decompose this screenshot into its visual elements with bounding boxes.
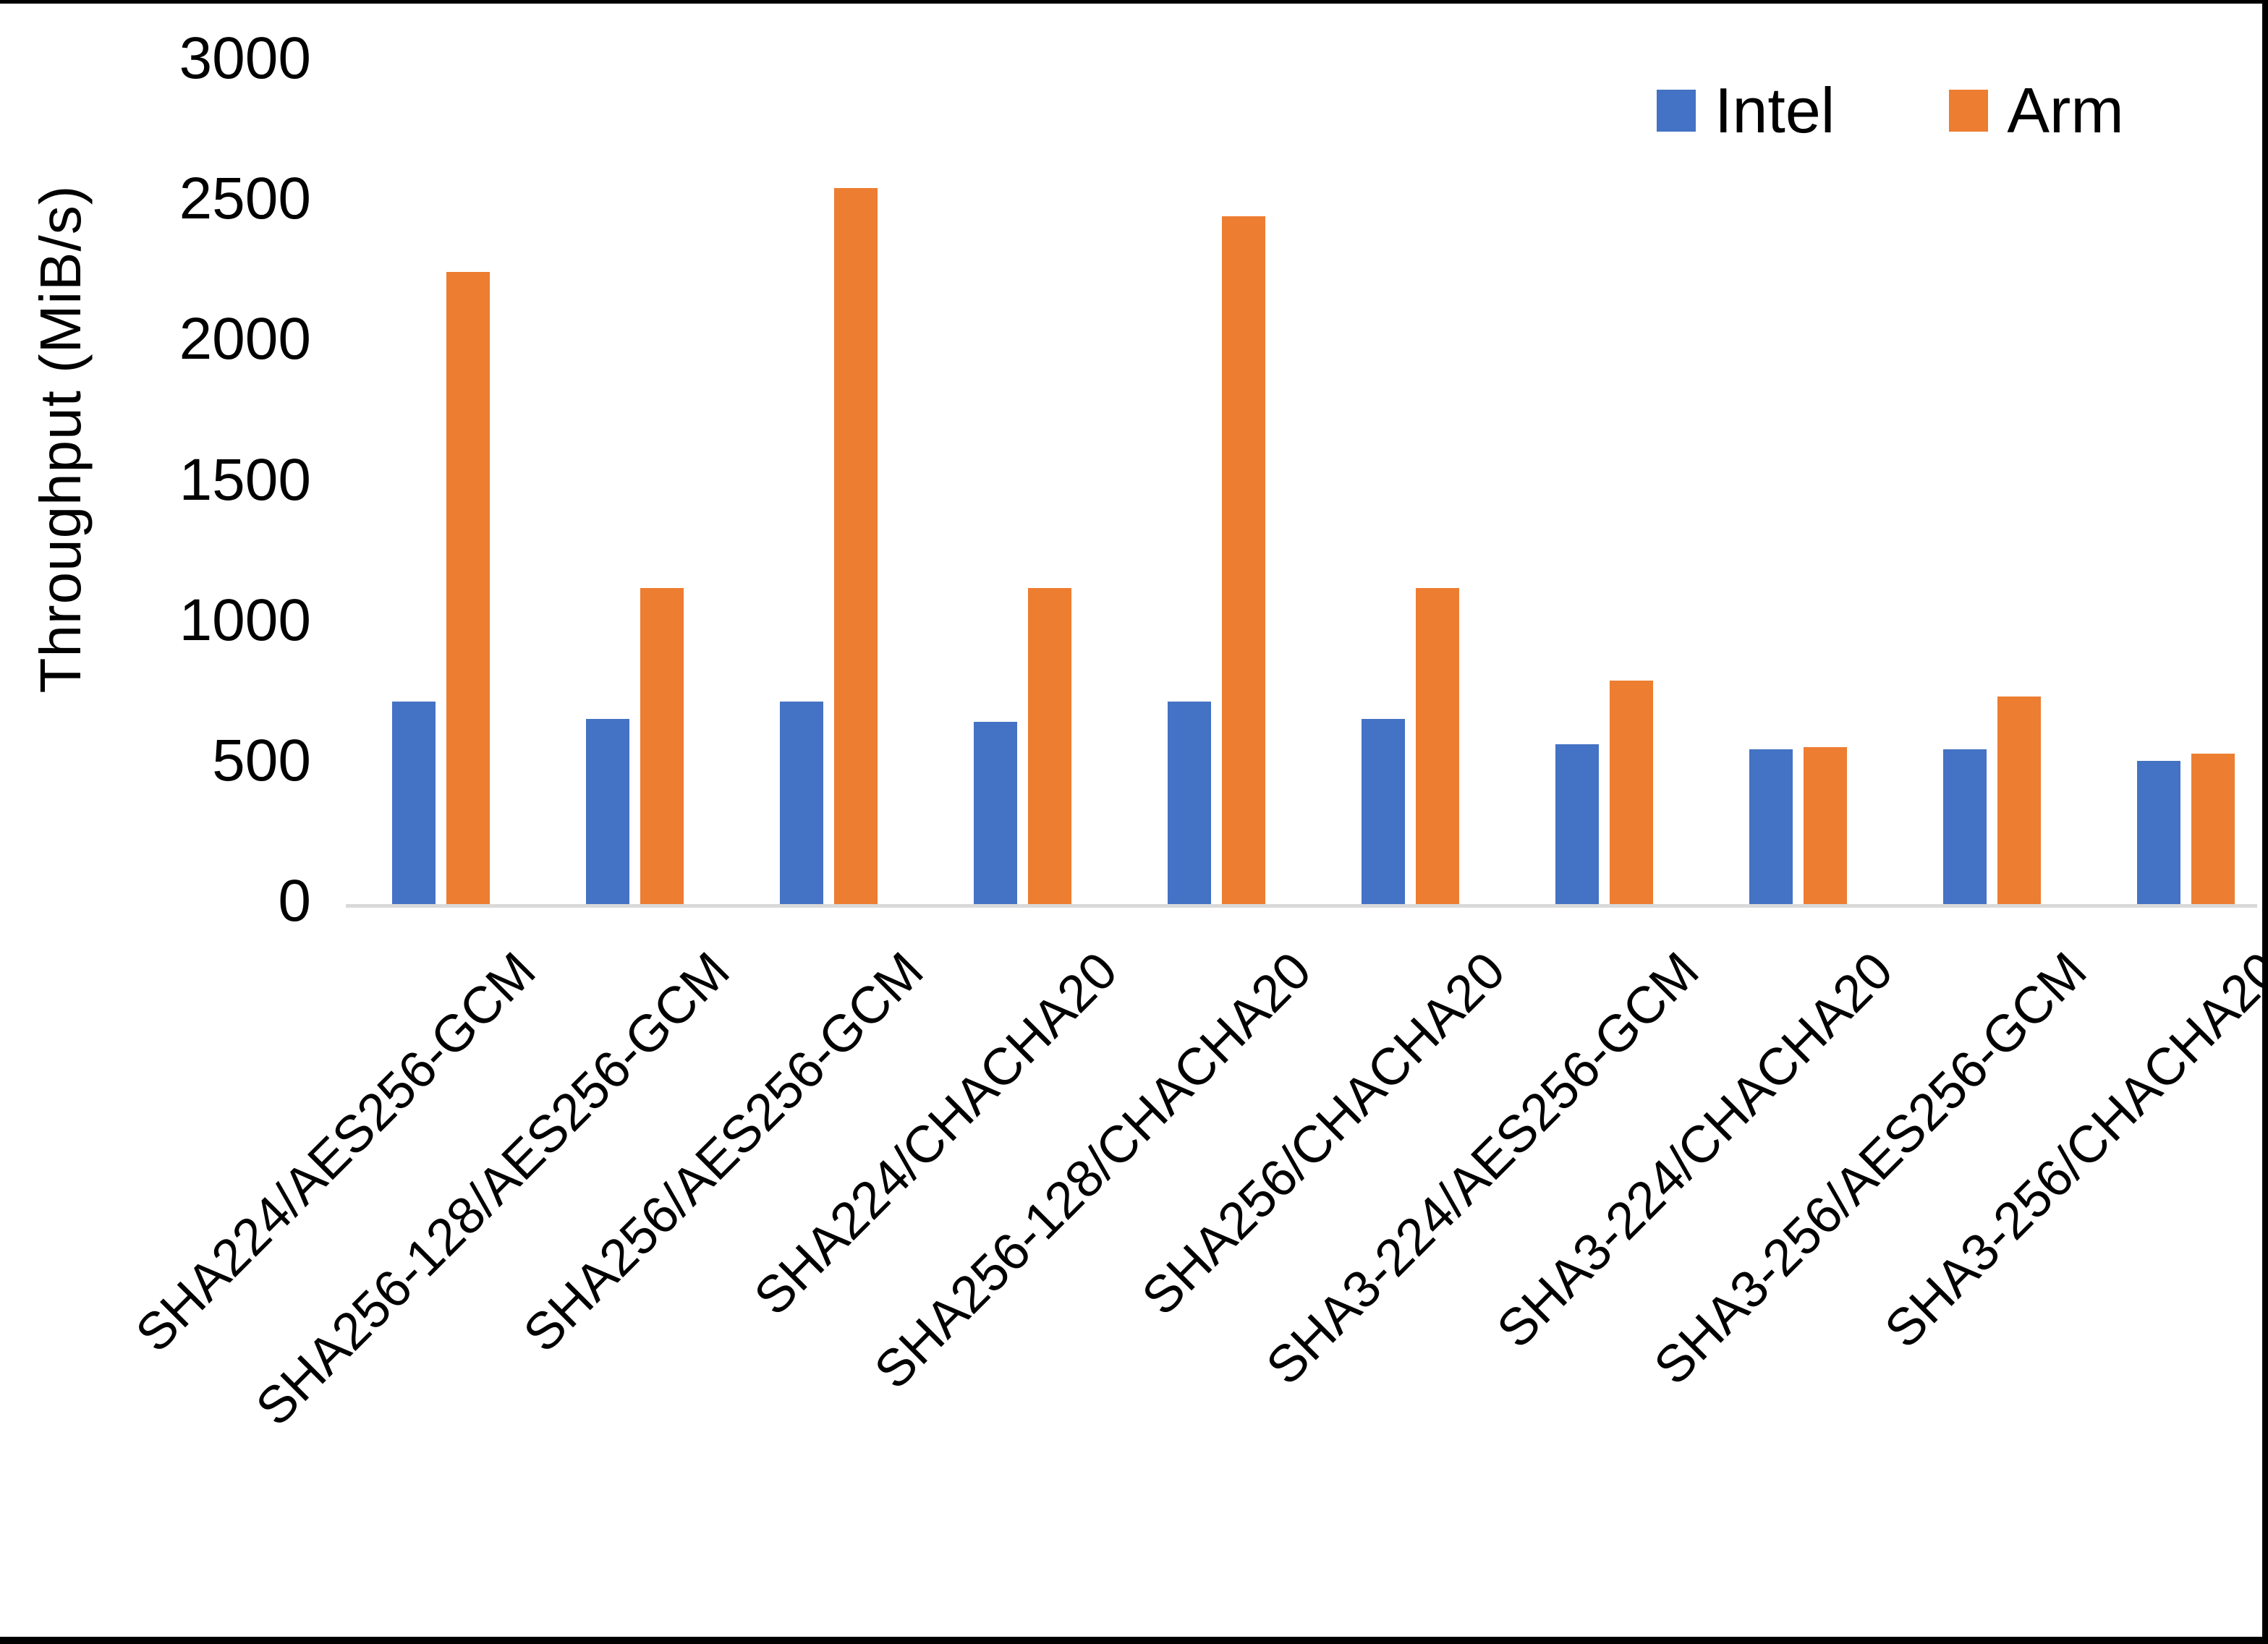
legend-label-arm: Arm (2007, 74, 2124, 146)
bar-intel-SHA224/AES256-GCM (392, 702, 436, 904)
bar-intel-SHA256-128/CHACHA20 (1168, 702, 1211, 904)
x-category-label-SHA256/AES256-GCM: SHA256/AES256-GCM (512, 941, 935, 1363)
bar-arm-SHA256/AES256-GCM (834, 187, 878, 904)
bar-arm-SHA256-128/CHACHA20 (1222, 216, 1265, 904)
y-tick-label-3000: 3000 (179, 25, 311, 92)
bar-intel-SHA256/AES256-GCM (780, 702, 823, 904)
bar-intel-SHA3-224/CHACHA20 (1749, 749, 1793, 904)
bar-arm-SHA224/CHACHA20 (1028, 588, 1071, 904)
legend-swatch-arm (1949, 90, 1989, 132)
y-axis-title: Throughput (MiB/s) (28, 184, 93, 694)
bar-arm-SHA224/AES256-GCM (446, 272, 490, 904)
bar-arm-SHA3-224/AES256-GCM (1610, 681, 1653, 904)
bar-arm-SHA3-256/AES256-GCM (1997, 696, 2041, 904)
bar-intel-SHA3-224/AES256-GCM (1555, 744, 1599, 904)
x-category-label-SHA3-224/CHACHA20: SHA3-224/CHACHA20 (1486, 941, 1904, 1359)
legend-label-intel: Intel (1715, 74, 1835, 146)
legend-swatch-intel (1657, 90, 1696, 132)
bar-arm-SHA256/CHACHA20 (1416, 588, 1459, 904)
bar-intel-SHA256-128/AES256-GCM (586, 718, 629, 904)
legend-item-intel: Intel (1657, 79, 1835, 142)
x-category-label-SHA256/CHACHA20: SHA256/CHACHA20 (1131, 941, 1516, 1326)
y-tick-label-1000: 1000 (179, 587, 311, 653)
legend: Intel Arm (1657, 79, 2124, 142)
x-category-label-SHA224/CHACHA20: SHA224/CHACHA20 (743, 941, 1129, 1326)
x-category-label-SHA224/AES256-GCM: SHA224/AES256-GCM (124, 941, 547, 1363)
bar-intel-SHA224/CHACHA20 (974, 721, 1017, 904)
y-tick-label-0: 0 (278, 868, 311, 934)
bar-arm-SHA3-224/CHACHA20 (1804, 746, 1847, 904)
bar-arm-SHA256-128/AES256-GCM (640, 588, 684, 904)
x-axis-line (346, 904, 2257, 908)
y-tick-label-2000: 2000 (179, 306, 311, 372)
bar-arm-SHA3-256/CHACHA20 (2191, 754, 2235, 904)
bar-intel-SHA3-256/AES256-GCM (1943, 749, 1987, 904)
legend-item-arm: Arm (1949, 74, 2124, 146)
bar-intel-SHA256/CHACHA20 (1362, 718, 1405, 904)
y-tick-label-1500: 1500 (179, 446, 311, 513)
y-tick-label-2500: 2500 (179, 166, 311, 232)
bar-intel-SHA3-256/CHACHA20 (2137, 760, 2180, 904)
y-tick-label-500: 500 (212, 728, 311, 794)
bar-chart: Throughput (MiB/s) 3000 2500 2000 1500 1000 5… (0, 4, 2262, 1637)
plot-area (346, 61, 2257, 908)
